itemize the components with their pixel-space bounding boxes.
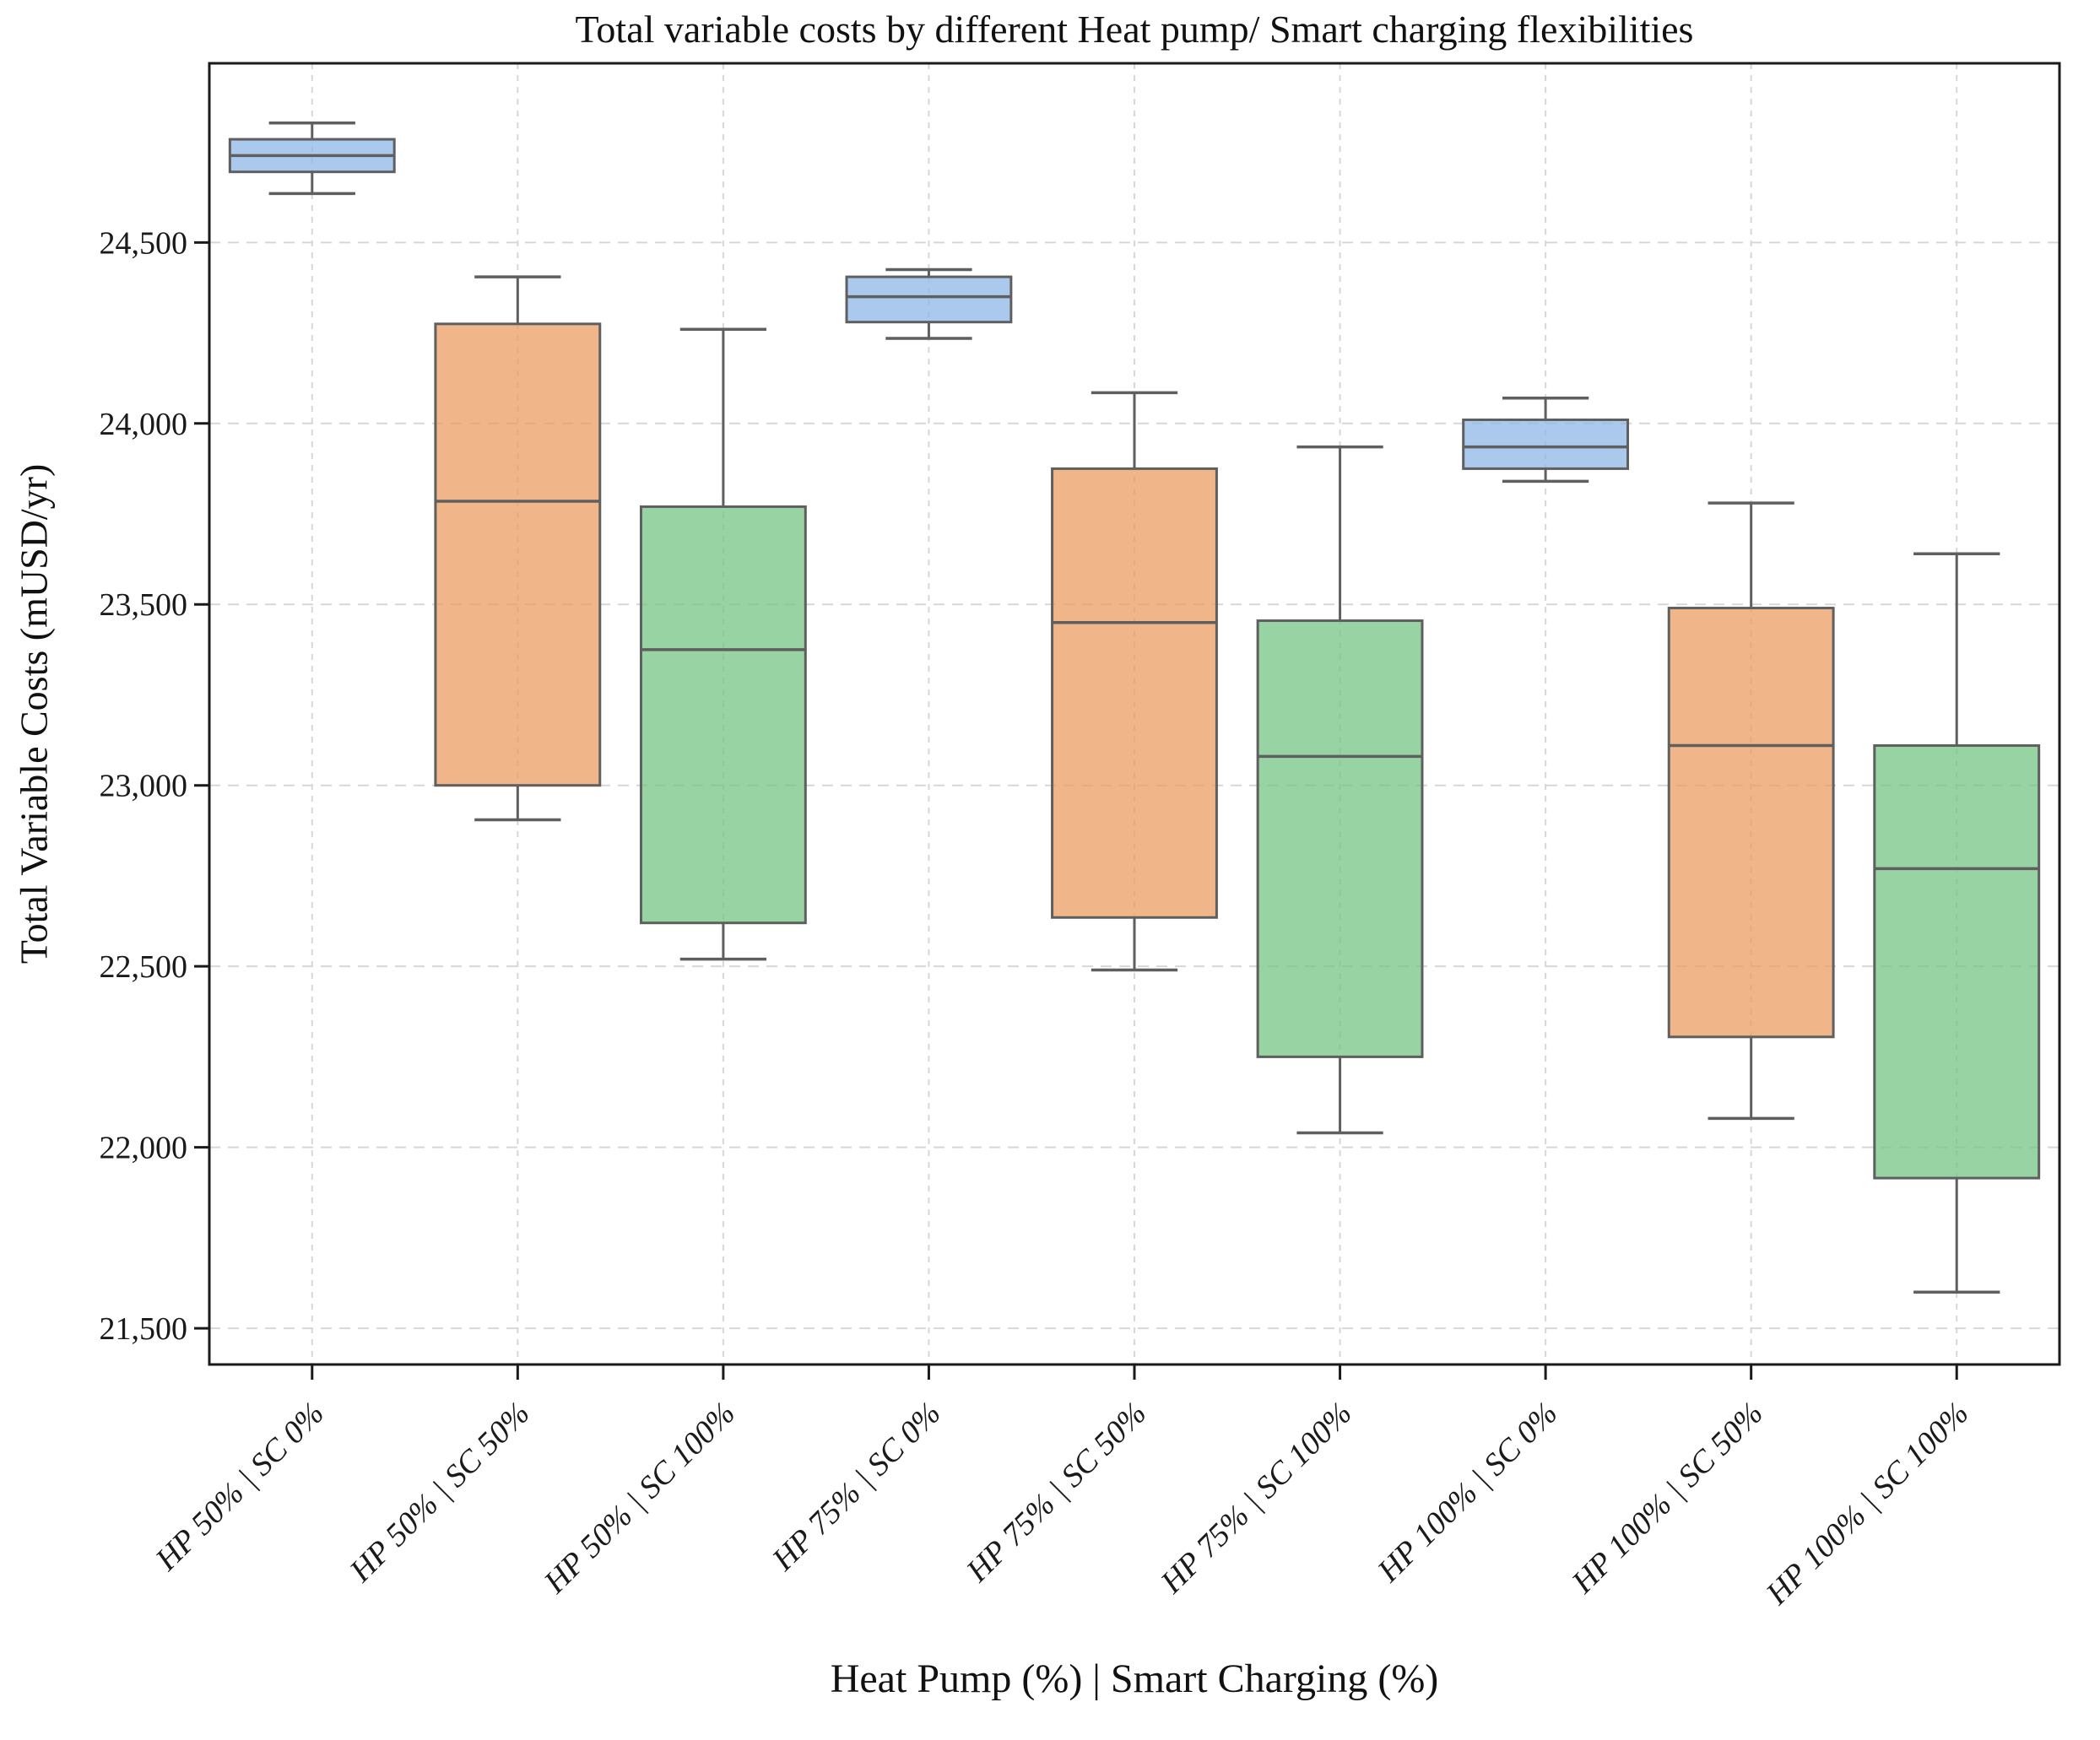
box-2 bbox=[434, 322, 602, 787]
x-tick-label: HP 50% | SC 50% bbox=[343, 1396, 537, 1590]
box-3 bbox=[639, 505, 807, 925]
y-tick-label: 24,500 bbox=[100, 225, 188, 261]
box-6 bbox=[1256, 619, 1424, 1058]
y-tick-label: 22,000 bbox=[100, 1131, 188, 1166]
x-tick-label: HP 100% | SC 100% bbox=[1759, 1396, 1976, 1613]
y-tick-label: 24,000 bbox=[100, 407, 188, 442]
x-axis-label: Heat Pump (%) | Smart Charging (%) bbox=[830, 1656, 1439, 1701]
y-tick-label: 21,500 bbox=[100, 1311, 188, 1347]
x-tick-label: HP 75% | SC 0% bbox=[765, 1396, 947, 1578]
x-tick-label: HP 75% | SC 50% bbox=[959, 1396, 1153, 1590]
box-5 bbox=[1051, 467, 1218, 919]
x-tick-label: HP 50% | SC 100% bbox=[537, 1396, 742, 1601]
x-tick-label: HP 50% | SC 0% bbox=[149, 1396, 331, 1578]
box-8 bbox=[1667, 607, 1835, 1039]
x-tick-label: HP 75% | SC 100% bbox=[1154, 1396, 1359, 1601]
box-9 bbox=[1873, 744, 2041, 1180]
box-7 bbox=[1462, 418, 1630, 470]
box-4 bbox=[845, 275, 1013, 324]
y-tick-label: 22,500 bbox=[100, 949, 188, 985]
y-tick-label: 23,500 bbox=[100, 587, 188, 623]
x-tick-label: HP 100% | SC 0% bbox=[1371, 1396, 1565, 1590]
chart-title: Total variable costs by different Heat p… bbox=[575, 8, 1694, 51]
y-tick-label: 23,000 bbox=[100, 769, 188, 804]
x-tick-label: HP 100% | SC 50% bbox=[1565, 1396, 1770, 1601]
